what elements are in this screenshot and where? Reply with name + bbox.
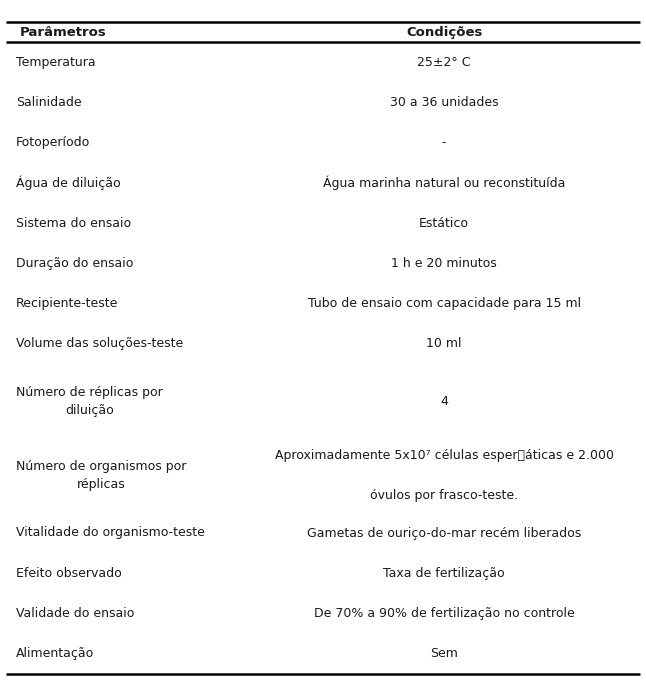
Text: 30 a 36 unidades: 30 a 36 unidades xyxy=(390,96,499,109)
Text: Salinidade: Salinidade xyxy=(16,96,82,109)
Text: Tubo de ensaio com capacidade para 15 ml: Tubo de ensaio com capacidade para 15 ml xyxy=(307,298,581,311)
Text: Água marinha natural ou reconstituída: Água marinha natural ou reconstituída xyxy=(323,176,565,190)
Text: Validade do ensaio: Validade do ensaio xyxy=(16,607,134,620)
Text: Gametas de ouriço-do-mar recém liberados: Gametas de ouriço-do-mar recém liberado… xyxy=(307,527,581,540)
Text: Água de diluição: Água de diluição xyxy=(16,176,121,190)
Text: Efeito observado: Efeito observado xyxy=(16,567,122,580)
Text: 1 h e 20 minutos: 1 h e 20 minutos xyxy=(391,257,497,270)
Text: 10 ml: 10 ml xyxy=(426,337,462,350)
Text: Duração do ensaio: Duração do ensaio xyxy=(16,257,134,270)
Text: Condições: Condições xyxy=(406,25,483,39)
Text: Número de réplicas por
diluição: Número de réplicas por diluição xyxy=(16,386,163,417)
Text: Aproximadamente 5x10⁷ células esperมáticas e 2.000: Aproximadamente 5x10⁷ células esperมátic… xyxy=(275,449,614,462)
Text: óvulos por frasco-teste.: óvulos por frasco-teste. xyxy=(370,489,518,502)
Text: Recipiente-teste: Recipiente-teste xyxy=(16,298,118,311)
Text: Taxa de fertilização: Taxa de fertilização xyxy=(383,567,505,580)
Text: 4: 4 xyxy=(440,395,448,408)
Text: -: - xyxy=(442,136,446,149)
Text: Sistema do ensaio: Sistema do ensaio xyxy=(16,217,131,230)
Text: Parâmetros: Parâmetros xyxy=(19,25,106,39)
Text: Estático: Estático xyxy=(419,217,469,230)
Text: De 70% a 90% de fertilização no controle: De 70% a 90% de fertilização no controle xyxy=(314,607,574,620)
Text: Alimentação: Alimentação xyxy=(16,647,94,660)
Text: Número de organismos por
réplicas: Número de organismos por réplicas xyxy=(16,460,187,491)
Text: Sem: Sem xyxy=(430,647,458,660)
Text: Fotoperíodo: Fotoperíodo xyxy=(16,136,90,149)
Text: Vitalidade do organismo-teste: Vitalidade do organismo-teste xyxy=(16,527,205,540)
Text: Volume das soluções-teste: Volume das soluções-teste xyxy=(16,337,183,350)
Text: Temperatura: Temperatura xyxy=(16,56,96,69)
Text: 25±2° C: 25±2° C xyxy=(417,56,471,69)
